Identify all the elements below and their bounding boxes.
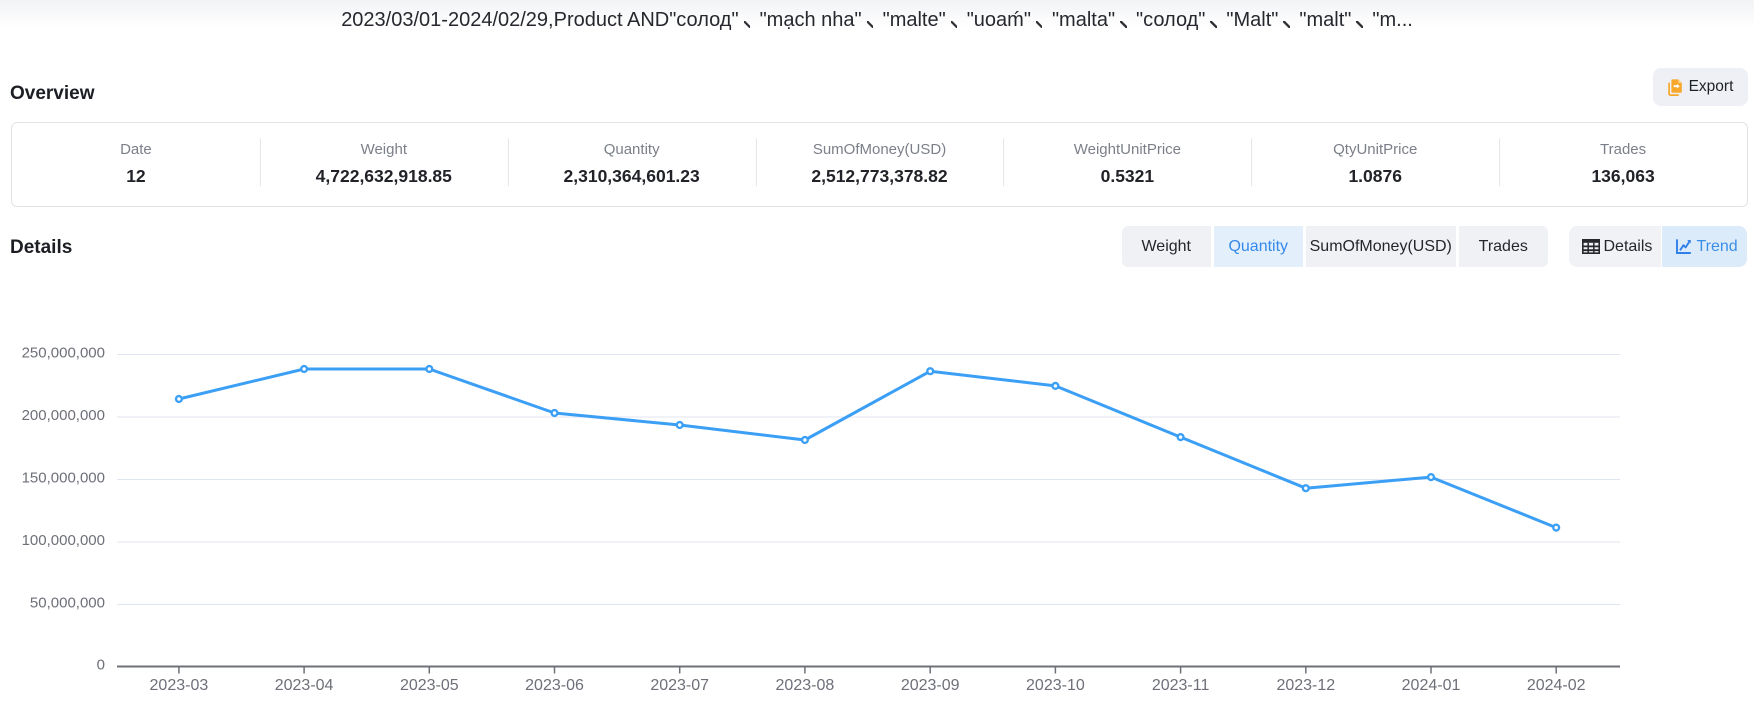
svg-text:2024-01: 2024-01: [1402, 677, 1461, 694]
svg-text:2023-04: 2023-04: [275, 677, 334, 694]
svg-text:2023-06: 2023-06: [525, 677, 584, 694]
svg-text:150,000,000: 150,000,000: [22, 470, 105, 487]
svg-text:2023-07: 2023-07: [650, 677, 709, 694]
svg-text:2023-08: 2023-08: [776, 677, 835, 694]
svg-text:2023-03: 2023-03: [150, 677, 209, 694]
svg-text:2023-05: 2023-05: [400, 677, 459, 694]
svg-text:100,000,000: 100,000,000: [22, 532, 105, 549]
svg-text:2023-10: 2023-10: [1026, 677, 1085, 694]
svg-text:200,000,000: 200,000,000: [22, 407, 105, 424]
svg-text:2023-09: 2023-09: [901, 677, 960, 694]
svg-text:50,000,000: 50,000,000: [30, 595, 105, 612]
svg-text:0: 0: [97, 657, 105, 674]
svg-text:2023-11: 2023-11: [1152, 677, 1210, 694]
svg-text:250,000,000: 250,000,000: [22, 345, 105, 362]
svg-text:2024-02: 2024-02: [1527, 677, 1586, 694]
svg-text:2023-12: 2023-12: [1276, 677, 1335, 694]
